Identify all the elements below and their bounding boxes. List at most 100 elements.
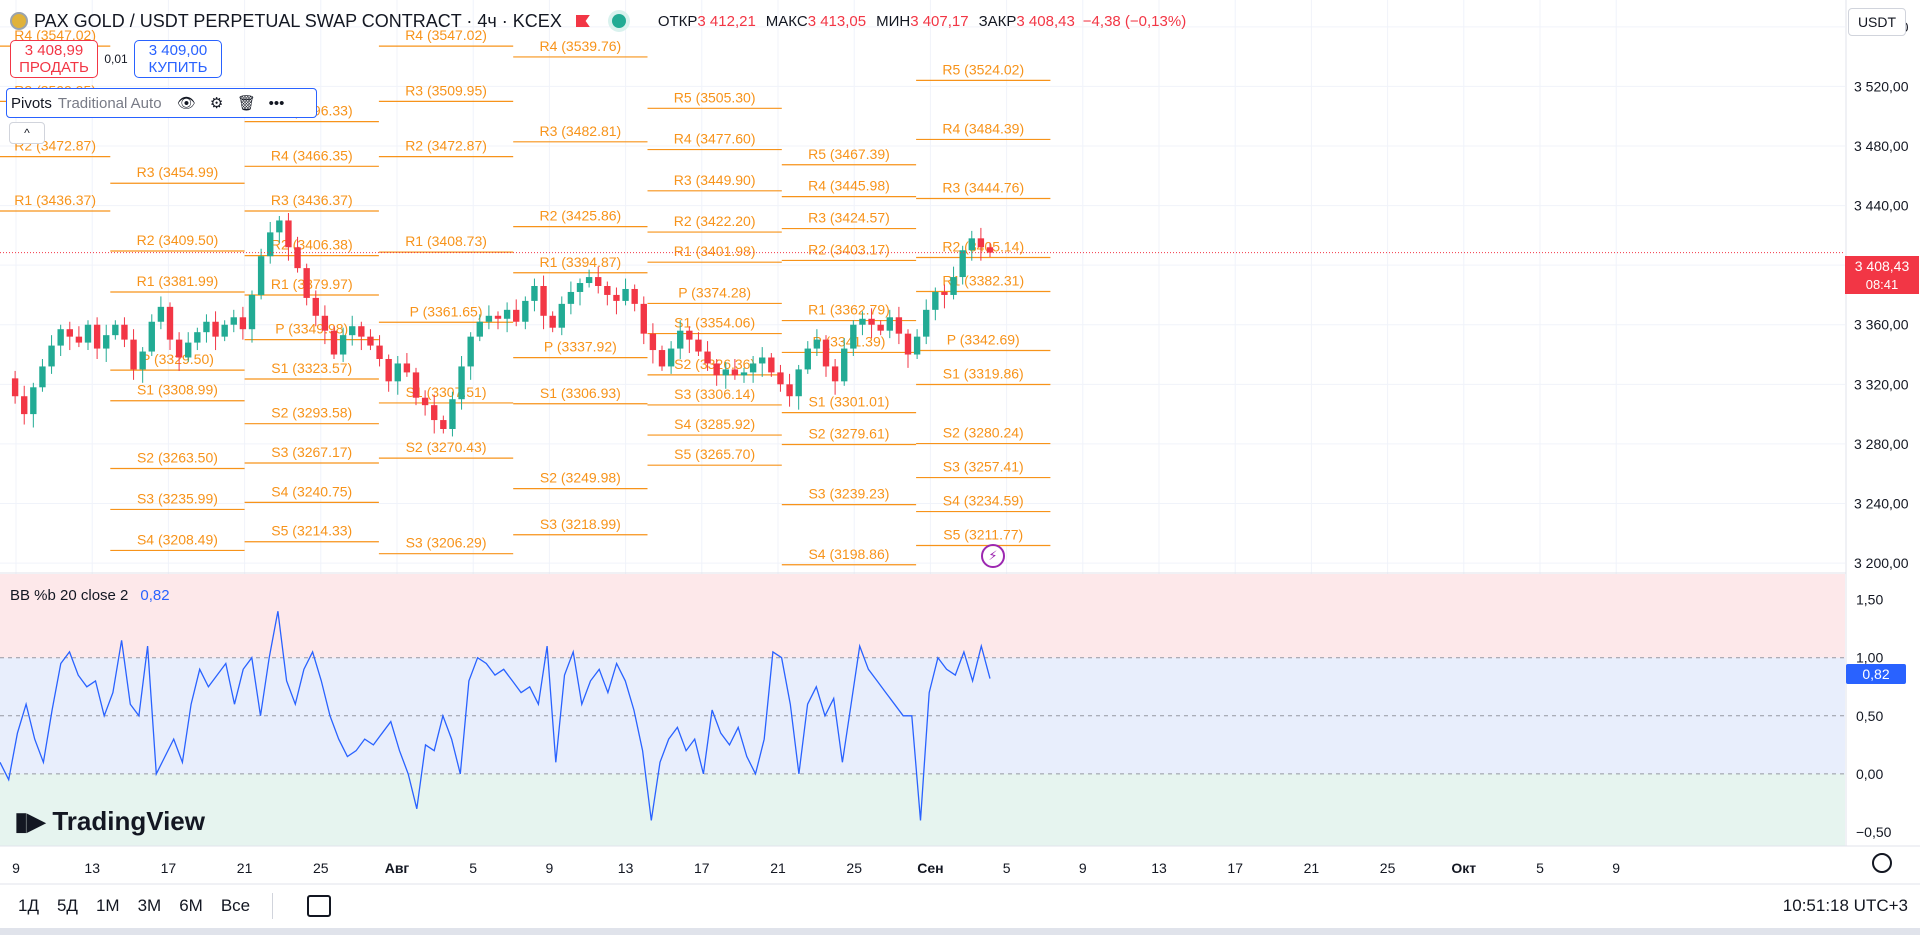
bottom-toolbar: 1Д 5Д 1М 3М 6М Все 10:51:18 UTC+3 [0,884,1920,928]
candle-body [895,317,903,334]
timeframe-button[interactable]: 1М [95,896,120,915]
candle-body [941,291,948,295]
candle-body [841,348,848,382]
candle-body [722,369,729,376]
time-tick-label: 17 [1227,860,1243,876]
tradingview-logo[interactable]: ▮▶ TradingView [14,806,205,837]
symbol-title[interactable]: PAX GOLD / USDT PERPETUAL SWAP CONTRACT … [34,10,562,31]
pivot-period: R4 (3539.76) R3 (3482.81) R2 (3425.86) R1 (… [513,38,648,536]
flash-icon[interactable]: ⚡ [981,544,1005,568]
candle-body [713,363,720,376]
sell-price: 3 408,99 [24,42,84,59]
time-tick-label: 25 [1380,860,1396,876]
candle-body [932,291,939,310]
ohlc-value: 3 407,17 [910,12,969,30]
candle-body [440,420,447,429]
market-status-icon[interactable] [611,14,626,28]
pivot-level-label: S2 (3293.58) [271,405,352,421]
pivot-level-label: S3 (3218.99) [540,516,621,532]
bb-upper-zone [0,574,1845,658]
pivot-period: R5 (3496.33)R4 (3466.35)R3 (3436.37)R2 (… [244,103,379,543]
buy-price: 3 409,00 [148,42,208,59]
pivots-params: Traditional Auto [57,94,162,112]
candle-body [130,339,137,370]
trash-icon[interactable]: 🗑 [237,95,257,112]
pivot-level-label: S4 (3240.75) [271,483,352,499]
axis-settings-icon[interactable] [1872,853,1892,873]
pivot-level-label: S2 (3279.61) [808,425,889,441]
settings-icon[interactable]: ⚙ [209,95,224,112]
ohlc-key: ОТКР [657,12,698,30]
pivot-level-label: R2 (3422.20) [674,213,756,229]
price-tick-label: 3 440,00 [1854,198,1909,214]
tv-logo-icon: ▮▶ [14,806,46,836]
sell-label: ПРОДАТЬ [19,59,89,76]
candle-body [431,405,438,421]
candle-body [403,363,411,373]
pivot-level-label: S1 (3301.01) [808,394,889,410]
pivot-level-label: S1 (3306.93) [540,385,621,401]
timeframe-button[interactable]: 6М [179,896,203,915]
pivot-period: R4 (3547.02)R3 (3509.95)R2 (3472.87)R1 (… [0,27,111,212]
flag-icon[interactable] [575,15,590,27]
bb-tick-label: 0,50 [1856,708,1883,724]
timeframe-button[interactable]: Все [220,896,251,915]
pivot-level-label: R1 (3436.37) [14,192,96,208]
candle-body [84,324,92,343]
collapse-legend-button[interactable]: ^ [9,122,45,144]
pivot-level-label: S3 (3206.29) [406,535,487,551]
price-axis [1846,0,1920,846]
pivot-period: R5 (3524.02)R4 (3484.39)R3 (3444.76)R2 (… [916,61,1051,547]
pivot-level-label: R2 (3409.50) [137,232,219,248]
pivots-legend[interactable]: Pivots Traditional Auto 👁 ⚙ 🗑 ••• [6,88,317,118]
candle-body [649,333,657,351]
candle-body [695,339,702,352]
candle-body [458,366,465,400]
candle-body [349,326,356,336]
candle-body [139,351,146,370]
candle-body [212,321,219,337]
candle-body [850,324,857,349]
pivot-level-label: S1 (3319.86) [943,366,1024,382]
pivot-level-label: R1 (3381.99) [137,273,219,289]
pivot-level-label: P (3329.50) [141,351,214,367]
candle-body [986,247,994,253]
currency-selector[interactable]: USDT [1848,8,1906,36]
time-tick-label: 21 [1304,860,1320,876]
more-icon[interactable]: ••• [268,94,285,112]
pivot-level-label: P (3337.92) [544,339,617,355]
candle-body [239,317,247,330]
pivot-level-label: R2 (3406.38) [271,237,353,253]
candle-body [585,277,593,284]
calendar-icon[interactable] [307,895,332,917]
buy-button[interactable]: 3 409,00 КУПИТЬ [134,40,222,78]
pivot-level-label: S4 (3234.59) [943,493,1024,509]
clock[interactable]: 10:51:18 UTC+3 [1782,896,1908,915]
pivot-level-label: S3 (3239.23) [808,486,889,502]
scrollbar[interactable] [0,928,1920,935]
time-tick-label: 9 [546,860,554,876]
timeframe-button[interactable]: 5Д [56,896,78,915]
time-tick-label: 9 [1612,860,1620,876]
pivot-level-label: S4 (3285.92) [674,416,755,432]
pivot-level-label: P (3341.39) [812,333,885,349]
timeframe-button[interactable]: 1Д [18,896,39,915]
candle-body [48,345,55,367]
candle-body [66,329,73,337]
candle-countdown: 08:41 [1845,276,1919,294]
candle-body [950,277,957,295]
sell-button[interactable]: 3 408,99 ПРОДАТЬ [10,40,98,78]
candle-body [667,348,675,367]
candle-body [913,336,921,355]
timeframe-button[interactable]: 3М [137,896,162,915]
time-tick-label: 17 [694,860,710,876]
eye-icon[interactable]: 👁 [177,95,197,112]
pivot-level-label: S4 (3208.49) [137,531,218,547]
candle-body [267,232,274,257]
candle-body [312,297,319,316]
candle-body [768,357,775,373]
candle-body [358,326,365,337]
bb-legend[interactable]: BB %b 20 close 2 0,82 [10,584,170,606]
pivot-level-label: S1 (3308.99) [137,382,218,398]
